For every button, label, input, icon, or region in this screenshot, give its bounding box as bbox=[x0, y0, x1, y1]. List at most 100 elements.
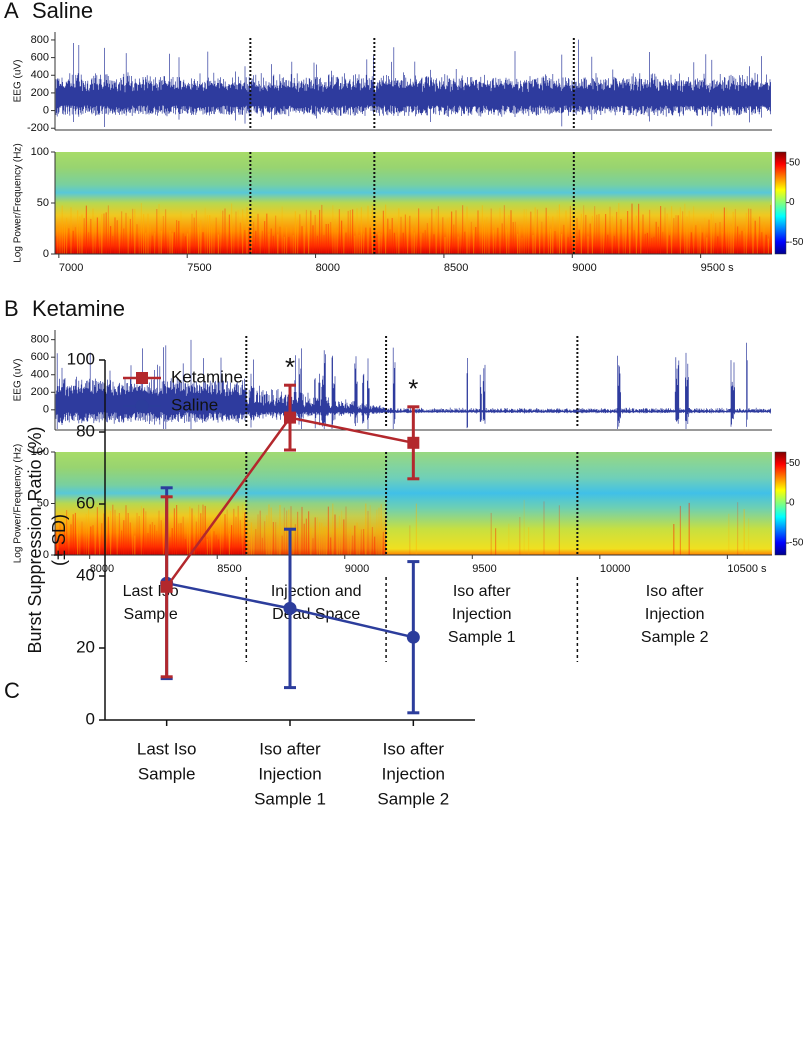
spectrogram-streak bbox=[567, 237, 569, 254]
spectrogram-streak bbox=[259, 223, 261, 254]
spectrogram-streak bbox=[391, 218, 393, 254]
spectrogram-streak bbox=[486, 217, 488, 254]
spectrogram-streak bbox=[162, 216, 164, 254]
spectrogram-streak bbox=[462, 205, 464, 254]
spectrogram-streak bbox=[594, 206, 596, 254]
spectrogram-streak bbox=[277, 234, 279, 254]
panel-title: Ketamine bbox=[32, 296, 125, 321]
spectrogram-streak bbox=[404, 214, 406, 254]
spectrogram-streak bbox=[195, 210, 197, 254]
spectrogram-streak bbox=[492, 230, 494, 254]
spectrogram-streak bbox=[105, 503, 107, 555]
spectrogram-streak bbox=[605, 214, 607, 254]
spectrogram-streak bbox=[114, 217, 116, 254]
y-tick-label: 0 bbox=[43, 549, 49, 561]
spectrogram-streak bbox=[484, 219, 486, 254]
colorbar-tick-label: 0 bbox=[789, 498, 795, 509]
spectrogram-streak bbox=[156, 209, 158, 254]
spectrogram-streak bbox=[701, 232, 703, 254]
spectrogram-streak bbox=[330, 222, 332, 254]
spectrogram-streak bbox=[642, 214, 644, 254]
spectrogram-streak bbox=[206, 539, 208, 555]
spectrogram-streak bbox=[268, 233, 270, 254]
spectrogram-streak bbox=[301, 226, 303, 254]
spectrogram-streak bbox=[125, 505, 127, 555]
y-tick-label: 100 bbox=[31, 446, 49, 458]
spectrogram-streak bbox=[257, 213, 259, 254]
spectrogram-streak bbox=[651, 237, 653, 254]
spectrogram-streak bbox=[189, 506, 191, 555]
spectrogram-streak bbox=[116, 220, 118, 254]
spectrogram-streak bbox=[506, 229, 508, 254]
spectrogram-streak bbox=[385, 204, 387, 254]
spectrogram-streak bbox=[209, 215, 211, 254]
spectrogram-streak bbox=[490, 512, 492, 555]
spectrogram-streak bbox=[88, 232, 90, 254]
spectrogram-streak bbox=[204, 505, 206, 555]
spectrogram-streak bbox=[387, 218, 389, 254]
spectrogram-streak bbox=[470, 221, 472, 254]
spectrogram-streak bbox=[325, 526, 327, 555]
spectrogram-streak bbox=[464, 231, 466, 254]
spectrogram-streak bbox=[508, 523, 510, 555]
spectrogram-streak bbox=[558, 204, 560, 254]
spectrogram-streak bbox=[85, 514, 87, 555]
spectrogram-streak bbox=[211, 225, 213, 254]
spectrogram-streak bbox=[178, 220, 180, 254]
colorbar-tick-label: -50 bbox=[789, 538, 804, 549]
spectrogram-streak bbox=[187, 233, 189, 254]
spectrogram-streak bbox=[288, 237, 290, 254]
spectrogram-streak bbox=[602, 223, 604, 254]
spectrogram-streak bbox=[294, 211, 296, 254]
spectrogram-streak bbox=[743, 230, 745, 254]
spectrogram-streak bbox=[420, 233, 422, 254]
y-axis-label: Log Power/Frequency (Hz) bbox=[13, 444, 24, 564]
spectrogram-streak bbox=[349, 529, 351, 555]
y-tick-label: 200 bbox=[31, 386, 49, 398]
spectrogram-streak bbox=[644, 233, 646, 254]
x-tick-label: Injection bbox=[382, 764, 445, 783]
spectrogram-streak bbox=[512, 222, 514, 254]
segment-label: Injection bbox=[645, 606, 705, 623]
spectrogram-streak bbox=[376, 234, 378, 254]
spectrogram-streak bbox=[299, 214, 301, 254]
spectrogram-streak bbox=[352, 209, 354, 254]
spectrogram-streak bbox=[365, 227, 367, 254]
spectrogram-streak bbox=[653, 236, 655, 254]
spectrogram-streak bbox=[55, 236, 57, 254]
spectrogram-streak bbox=[561, 234, 563, 254]
spectrogram-streak bbox=[596, 214, 598, 254]
spectrogram-streak bbox=[160, 520, 162, 555]
spectrogram-streak bbox=[679, 207, 681, 254]
spectrogram-streak bbox=[682, 211, 684, 254]
spectrogram-streak bbox=[187, 523, 189, 555]
spectrogram-streak bbox=[59, 224, 61, 254]
spectrogram-streak bbox=[191, 508, 193, 555]
spectrogram-streak bbox=[371, 205, 373, 254]
spectrogram-streak bbox=[167, 223, 169, 254]
spectrogram-streak bbox=[178, 523, 180, 555]
spectrogram-streak bbox=[525, 208, 527, 254]
eeg-trace bbox=[55, 39, 771, 127]
spectrogram-streak bbox=[671, 206, 673, 254]
spectrogram-streak bbox=[378, 232, 380, 254]
spectrogram-streak bbox=[182, 233, 184, 254]
spectrogram-streak bbox=[286, 510, 288, 555]
spectrogram-streak bbox=[609, 206, 611, 254]
spectrogram-streak bbox=[704, 217, 706, 254]
spectrogram-streak bbox=[409, 215, 411, 254]
spectrogram-streak bbox=[308, 222, 310, 254]
spectrogram-streak bbox=[281, 535, 283, 555]
spectrogram-streak bbox=[528, 527, 530, 555]
spectrogram-streak bbox=[134, 535, 136, 555]
y-tick-label: 50 bbox=[37, 497, 49, 509]
spectrogram-streak bbox=[189, 228, 191, 254]
spectrogram-image bbox=[55, 152, 772, 254]
spectrogram-streak bbox=[660, 206, 662, 254]
colorbar-tick-label: 50 bbox=[789, 158, 801, 169]
spectrogram-streak bbox=[266, 515, 268, 555]
spectrogram-streak bbox=[360, 529, 362, 555]
spectrogram-streak bbox=[231, 525, 233, 555]
spectrogram-streak bbox=[363, 529, 365, 555]
spectrogram-streak bbox=[99, 522, 101, 555]
